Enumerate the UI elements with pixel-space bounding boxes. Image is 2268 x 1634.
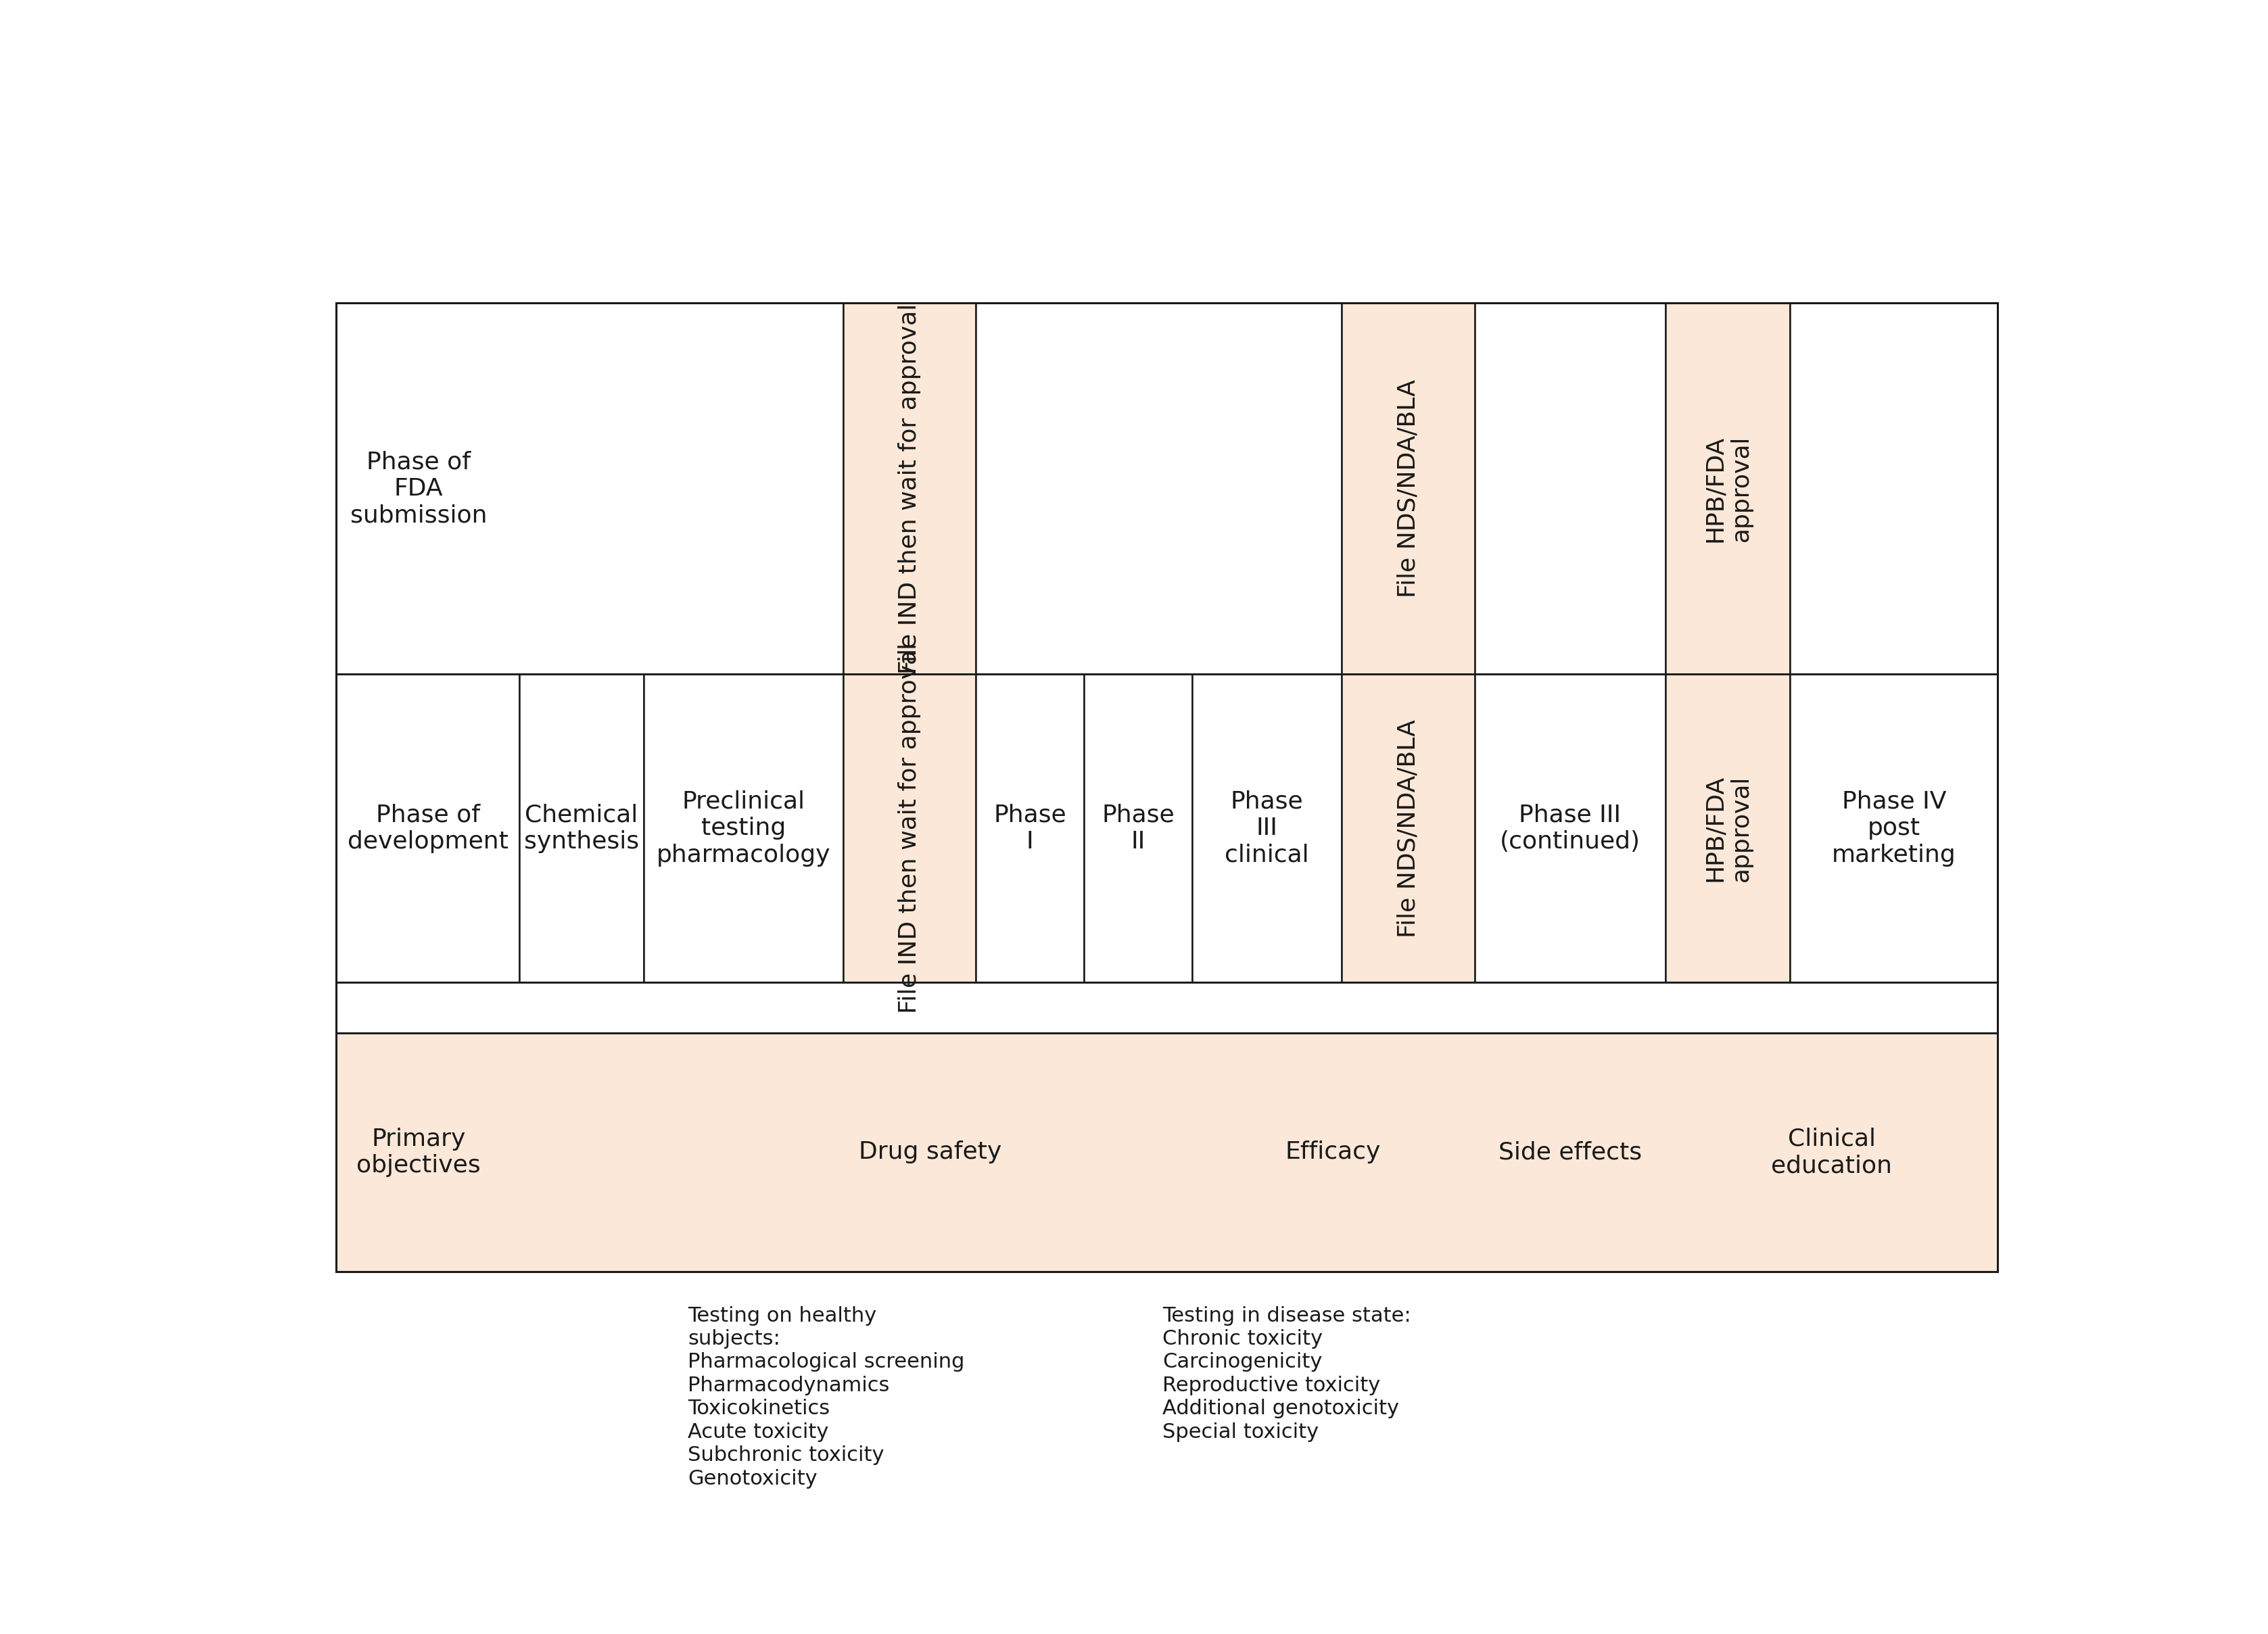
Text: Phase III
(continued): Phase III (continued) — [1499, 804, 1640, 853]
Bar — [336, 302, 844, 675]
Bar — [1084, 675, 1191, 982]
Text: Clinical
education: Clinical education — [1771, 1127, 1892, 1176]
Text: File IND then wait for approval: File IND then wait for approval — [898, 644, 921, 1013]
Text: Testing on healthy: Testing on healthy — [687, 1306, 875, 1325]
Text: Chronic toxicity: Chronic toxicity — [1163, 1328, 1322, 1348]
Bar — [975, 302, 1340, 675]
Bar — [336, 675, 519, 982]
Text: Reproductive toxicity: Reproductive toxicity — [1163, 1376, 1381, 1395]
Bar — [336, 1033, 1998, 1271]
Text: Phase
III
clinical: Phase III clinical — [1225, 791, 1309, 866]
Bar — [975, 675, 1084, 982]
Bar — [1665, 302, 1789, 675]
Text: subjects:: subjects: — [687, 1328, 780, 1348]
Text: HPB/FDA
approval: HPB/FDA approval — [1703, 435, 1753, 542]
Text: Carcinogenicity: Carcinogenicity — [1163, 1353, 1322, 1373]
Bar — [1340, 675, 1474, 982]
Text: Phase IV
post
marketing: Phase IV post marketing — [1830, 791, 1955, 866]
Text: Special toxicity: Special toxicity — [1163, 1422, 1318, 1441]
Text: File NDS/NDA/BLA: File NDS/NDA/BLA — [1397, 379, 1420, 598]
Text: Side effects: Side effects — [1497, 1141, 1642, 1163]
Text: File NDS/NDA/BLA: File NDS/NDA/BLA — [1397, 719, 1420, 938]
Text: Phase
I: Phase I — [993, 804, 1066, 853]
Text: Phase of
FDA
submission: Phase of FDA submission — [349, 451, 488, 526]
Text: Chemical
synthesis: Chemical synthesis — [524, 804, 640, 853]
Bar — [336, 982, 1998, 1033]
Bar — [336, 982, 1998, 1033]
Text: Testing in disease state:: Testing in disease state: — [1163, 1306, 1411, 1325]
Text: Efficacy: Efficacy — [1286, 1141, 1381, 1163]
Bar — [1789, 302, 1998, 675]
Text: Subchronic toxicity: Subchronic toxicity — [687, 1446, 885, 1466]
Bar — [519, 675, 644, 982]
Text: Preclinical
testing
pharmacology: Preclinical testing pharmacology — [655, 791, 830, 866]
Bar — [844, 675, 975, 982]
Bar — [1191, 675, 1340, 982]
Text: HPB/FDA
approval: HPB/FDA approval — [1703, 775, 1753, 882]
Bar — [1474, 675, 1665, 982]
Bar — [1789, 675, 1998, 982]
Bar — [1474, 302, 1665, 675]
Bar — [1665, 675, 1789, 982]
Text: Toxicokinetics: Toxicokinetics — [687, 1399, 830, 1418]
Text: Pharmacological screening: Pharmacological screening — [687, 1353, 964, 1373]
Bar — [336, 302, 1998, 1271]
Text: Drug safety: Drug safety — [860, 1141, 1002, 1163]
Text: Additional genotoxicity: Additional genotoxicity — [1163, 1399, 1399, 1418]
Text: Primary
objectives: Primary objectives — [356, 1127, 481, 1176]
Text: Pharmacodynamics: Pharmacodynamics — [687, 1376, 889, 1395]
Text: Acute toxicity: Acute toxicity — [687, 1422, 828, 1441]
Text: Phase of
development: Phase of development — [347, 804, 508, 853]
Text: Phase
II: Phase II — [1102, 804, 1175, 853]
Text: File IND then wait for approval: File IND then wait for approval — [898, 304, 921, 673]
Bar — [1340, 302, 1474, 675]
Text: Genotoxicity: Genotoxicity — [687, 1469, 816, 1489]
Bar — [844, 302, 975, 675]
Bar — [644, 675, 844, 982]
